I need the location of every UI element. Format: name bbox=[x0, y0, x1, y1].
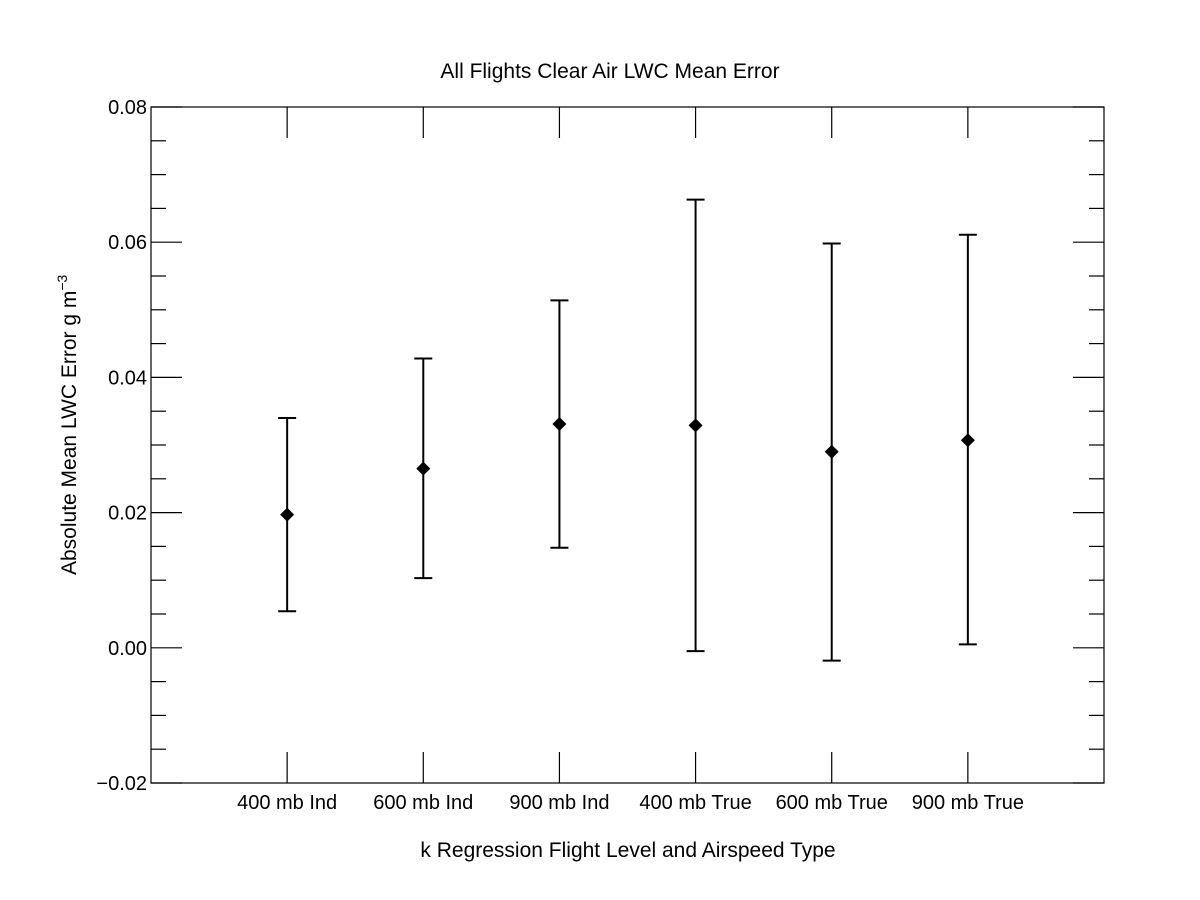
data-series bbox=[278, 198, 977, 662]
data-point-marker bbox=[960, 433, 975, 448]
chart-title: All Flights Clear Air LWC Mean Error bbox=[440, 60, 779, 83]
x-tick-label: 900 mb Ind bbox=[509, 792, 609, 814]
y-tick-label: −0.02 bbox=[96, 773, 147, 795]
y-axis: −0.02 0.00 0.02 0.04 0.06 0.08 bbox=[96, 97, 1104, 795]
y-axis-label: Absolute Mean LWC Error g m−3 bbox=[54, 274, 81, 575]
y-tick-label: 0.06 bbox=[108, 232, 147, 254]
y-axis-label-main: Absolute Mean LWC Error g m bbox=[58, 291, 81, 575]
plot-frame bbox=[150, 106, 1105, 784]
data-point-marker bbox=[688, 418, 703, 433]
x-tick-label: 400 mb True bbox=[639, 792, 751, 814]
data-point-marker bbox=[416, 461, 431, 476]
y-axis-label-exponent: −3 bbox=[54, 274, 70, 290]
y-tick-label: 0.08 bbox=[108, 97, 147, 119]
y-tick-label: 0.02 bbox=[108, 503, 147, 525]
x-tick-label: 600 mb True bbox=[776, 792, 888, 814]
x-tick-label: 400 mb Ind bbox=[237, 792, 337, 814]
data-point-marker bbox=[552, 417, 567, 432]
x-tick-label: 600 mb Ind bbox=[373, 792, 473, 814]
data-point-marker bbox=[824, 444, 839, 459]
x-tick-label: 900 mb True bbox=[912, 792, 1024, 814]
x-axis: 400 mb Ind 600 mb Ind 900 mb Ind 400 mb Tru… bbox=[237, 107, 1024, 814]
data-point-marker bbox=[280, 507, 295, 522]
y-tick-label: 0.00 bbox=[108, 638, 147, 660]
x-axis-label: k Regression Flight Level and Airspeed T… bbox=[420, 839, 835, 862]
y-tick-label: 0.04 bbox=[108, 367, 147, 389]
